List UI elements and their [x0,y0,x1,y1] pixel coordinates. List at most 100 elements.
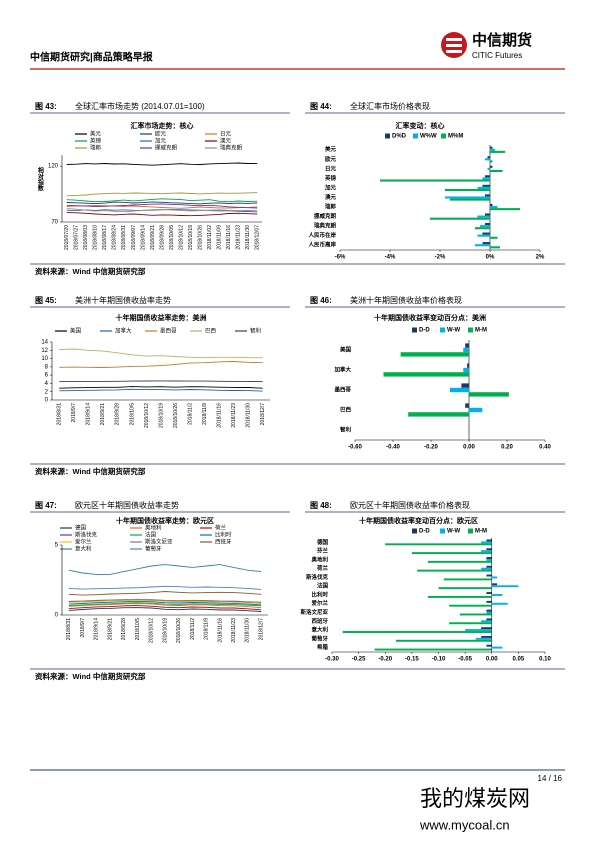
x-tick-label: 2018/8/31 [57,403,63,425]
figure-number: 图 46: [310,296,332,305]
x-tick-label: 2018/10/12 [149,618,155,643]
x-tick-label: 2018/9/21 [100,403,106,425]
bar [486,565,492,568]
bar [487,156,490,159]
legend-label: 加拿大 [115,326,132,334]
figure-caption: 全球汇率市场价格表现 [350,101,430,111]
category-label: 巴西 [340,405,352,413]
category-label: 智利 [340,425,352,433]
bar [465,629,492,632]
x-tick-label: 2018/11/23 [231,403,237,428]
source: 资料来源：Wind 中信期货研究部 [35,671,146,681]
bar [374,648,492,651]
category-label: 希腊 [317,643,329,651]
logo-en: CITIC Futures [472,51,522,60]
legend-label: 荷兰 [215,523,227,531]
bar [443,578,492,581]
x-tick-label: -0.10 [432,657,446,663]
category-label: 加拿大 [333,365,351,373]
legend-label: 墨西哥 [160,327,177,334]
bar [490,160,493,163]
x-tick-label: 2018/8/31 [66,618,72,640]
chart-title: 汇率变动：核心 [396,121,445,130]
legend-label: 智利 [250,326,261,334]
bar [481,627,492,630]
series-line [59,348,263,359]
bar [485,158,490,161]
legend-label: 欧元 [155,129,167,137]
category-label: 芬兰 [316,547,329,555]
series-line [59,388,263,392]
y-tick-label: 0 [55,613,59,619]
x-tick-label: 2018/9/14 [86,403,92,425]
legend-swatch [412,327,417,333]
legend-swatch [440,327,445,333]
y-tick-label: 14 [41,340,48,346]
legend-swatch [412,528,417,534]
source: 资料来源：Wind 中信期货研究部 [35,466,146,476]
x-tick-label: 2018/07/27 [74,225,80,250]
bar [486,609,492,612]
y-tick-label: 12 [41,348,48,354]
bar [490,208,520,211]
figure-caption: 美洲十年期国债收益率走势 [75,295,171,305]
x-tick-label: 2018/11/2 [190,618,196,640]
bar [486,592,492,595]
bar [482,184,490,187]
series-line [66,208,258,213]
x-tick-label: 2% [536,255,545,261]
category-label: 德国 [316,538,329,546]
bar [490,169,503,173]
legend-label: 斯洛伐克 [75,530,98,538]
x-tick-label: -0.05 [458,657,472,663]
bar [445,189,490,192]
x-tick-label: 2018/9/28 [115,403,121,425]
series-line [59,361,263,368]
bar [477,186,490,190]
category-label: 比利时 [311,590,328,598]
x-tick-label: -0.30 [325,657,339,663]
bar [383,372,469,377]
category-label: 美国 [340,345,352,353]
x-tick-label: 2018/10/12 [144,403,150,428]
legend-label: 法国 [145,530,157,538]
series-line [68,603,262,609]
legend-swatch [413,133,418,139]
y-tick-label: 70 [51,220,58,226]
legend-label: 葡萄牙 [145,544,162,552]
bar [482,232,490,235]
category-label: 欧元 [325,155,337,163]
x-tick-label: -0.15 [405,657,419,663]
bar [491,646,503,649]
bar [486,611,492,614]
x-tick-label: 2018/11/9 [204,618,210,640]
legend-label: D-D [419,529,430,535]
legend-label: 挪威克朗 [155,143,178,151]
category-label: 人民币在岸 [308,231,336,239]
legend-label: 斯洛文尼亚 [145,537,173,545]
x-tick-label: 2018/11/30 [246,403,252,428]
x-tick-label: -0.20 [424,445,438,451]
x-tick-label: 2018/10/05 [169,225,175,250]
x-tick-label: 0.05 [513,657,525,663]
bar [430,217,490,220]
legend-label: W%W [420,134,437,140]
bar [475,227,490,230]
y-tick-label: 120 [48,164,59,170]
figure-caption: 欧元区十年期国债收益率价格表现 [350,500,470,510]
bar [463,367,469,373]
bar [491,583,498,586]
legend-label: 英镑 [90,136,102,144]
x-tick-label: 2018/11/9 [202,403,208,425]
bar [490,205,498,209]
series-line [66,201,258,205]
series-line [68,564,262,575]
chart-title: 汇率市场走势：核心 [131,121,194,130]
logo-cn: 中信期货 [472,31,532,49]
bar [486,558,492,561]
figure-number: 图 45: [35,296,57,305]
bar [490,148,495,151]
bar [486,557,492,559]
legend-label: D%D [392,134,407,140]
bar [465,403,469,408]
